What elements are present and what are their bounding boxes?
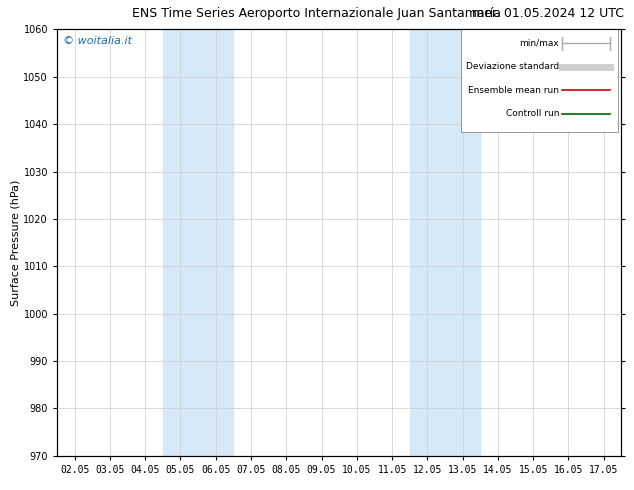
Text: © woitalia.it: © woitalia.it [63, 36, 132, 46]
Bar [163, 29, 233, 456]
Y-axis label: Surface Pressure (hPa): Surface Pressure (hPa) [11, 179, 21, 306]
Text: Ensemble mean run: Ensemble mean run [469, 86, 559, 95]
Text: mer. 01.05.2024 12 UTC: mer. 01.05.2024 12 UTC [472, 7, 624, 21]
Bar [410, 29, 481, 456]
Text: Controll run: Controll run [506, 109, 559, 118]
Text: min/max: min/max [519, 39, 559, 48]
Text: Deviazione standard: Deviazione standard [466, 62, 559, 71]
Text: ENS Time Series Aeroporto Internazionale Juan Santamaría: ENS Time Series Aeroporto Internazionale… [133, 7, 501, 21]
FancyBboxPatch shape [460, 29, 619, 132]
